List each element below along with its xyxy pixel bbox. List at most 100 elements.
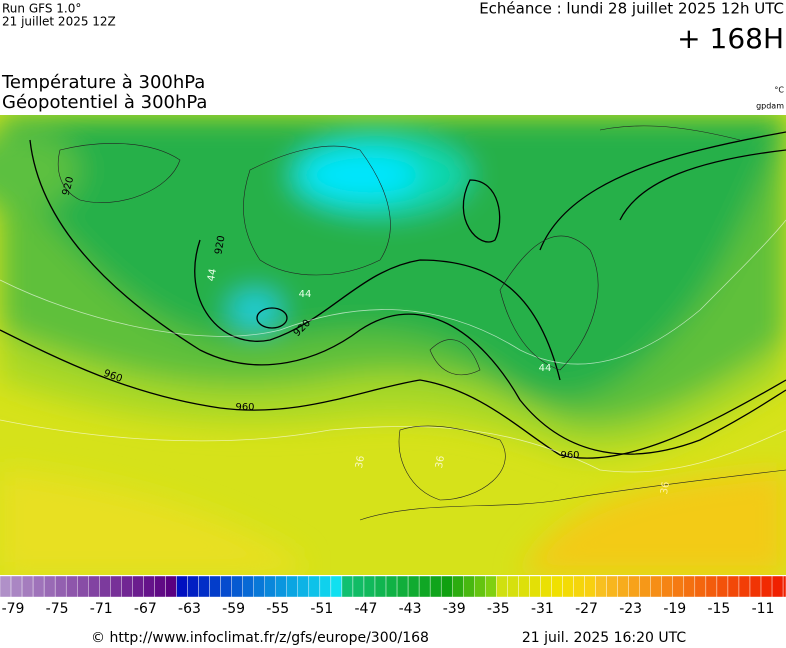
color-swatch [286, 575, 298, 598]
color-swatch [132, 575, 144, 598]
colorbar-tick-label: -27 [575, 601, 598, 617]
colorbar-tick-label: -39 [443, 601, 466, 617]
colorbar-tick-label: -23 [619, 601, 642, 617]
color-swatch [771, 575, 784, 598]
colorbar-tick-label: -67 [134, 601, 157, 617]
color-swatch [496, 575, 508, 598]
colorbar-tick-label: -59 [222, 601, 245, 617]
color-swatch [385, 575, 398, 598]
colorbar-tick-label: -71 [90, 601, 113, 617]
contour-label: 36 [659, 481, 672, 495]
colorbar-tick-label: -19 [663, 601, 686, 617]
color-swatch [264, 575, 276, 598]
color-swatch [65, 575, 78, 598]
colorbar-tick-label: -11 [752, 601, 775, 617]
map: 920 920 920 960 960 960 44 44 44 36 36 3… [0, 115, 786, 575]
color-swatch [330, 575, 343, 598]
color-swatch [705, 575, 718, 598]
color-swatch [617, 575, 629, 598]
color-swatch [187, 575, 199, 598]
temperature-field [0, 115, 786, 575]
color-swatch [782, 575, 786, 598]
colorbar-tick-label: -43 [399, 601, 422, 617]
colorbar-tick-label: -31 [531, 601, 554, 617]
contour-label: 44 [299, 289, 312, 300]
contour-label: 920 [61, 175, 77, 196]
color-swatch [628, 575, 640, 598]
colorbar-tick-label: -15 [707, 601, 730, 617]
color-swatch [242, 575, 254, 598]
color-swatch [21, 575, 34, 598]
contour-label: 44 [539, 363, 552, 374]
color-swatch [374, 575, 387, 598]
color-swatch [176, 575, 188, 598]
map-subtitle: Géopotentiel à 300hPa [2, 92, 207, 113]
unit-label: gpdam [756, 102, 784, 111]
color-swatch [661, 575, 673, 598]
color-swatch [749, 575, 762, 598]
lead-time: + 168H [677, 22, 784, 55]
color-swatch [518, 575, 530, 598]
color-swatch [143, 575, 155, 598]
color-swatch [727, 575, 740, 598]
color-swatch [110, 575, 122, 598]
contour-label: 36 [434, 455, 447, 469]
color-swatch [573, 575, 585, 598]
color-swatch [463, 575, 475, 598]
color-swatch [440, 575, 453, 598]
color-swatch [595, 575, 607, 598]
color-swatch [363, 575, 376, 598]
color-swatch [429, 575, 442, 598]
color-swatch [231, 575, 243, 598]
color-swatch [551, 575, 563, 598]
color-swatch [584, 575, 596, 598]
color-swatch [452, 575, 464, 598]
color-swatch [694, 575, 707, 598]
color-swatch [396, 575, 409, 598]
color-swatch [99, 575, 111, 598]
color-swatch [507, 575, 519, 598]
color-swatch [209, 575, 221, 598]
color-swatch [650, 575, 662, 598]
color-swatch [77, 575, 89, 598]
color-swatch [418, 575, 431, 598]
valid-time: Echéance : lundi 28 juillet 2025 12h UTC [479, 0, 784, 18]
run-label: Run GFS 1.0° [2, 2, 81, 16]
color-swatch [352, 575, 365, 598]
color-swatch [54, 575, 67, 598]
color-swatch [10, 575, 23, 598]
color-swatch [738, 575, 751, 598]
color-swatch [606, 575, 618, 598]
color-swatch [165, 575, 177, 598]
source-url: © http://www.infoclimat.fr/z/gfs/europe/… [91, 630, 429, 646]
color-swatch [198, 575, 210, 598]
color-swatch [474, 575, 486, 598]
contour-label: 960 [235, 402, 254, 413]
colorbar-tick-label: -75 [46, 601, 69, 617]
contour-label: 44 [206, 268, 219, 282]
color-swatch [154, 575, 166, 598]
timestamp: 21 juil. 2025 16:20 UTC [522, 630, 687, 646]
color-swatch [0, 575, 12, 598]
coastlines [57, 125, 786, 521]
color-swatch [297, 575, 310, 598]
color-swatch [760, 575, 773, 598]
color-swatch [716, 575, 729, 598]
colorbar: -79 -75 -71 -67 -63 -59 -55 -51 -47 -43 -39 -35 -31 -… [0, 575, 786, 617]
color-swatch [220, 575, 232, 598]
color-swatch [562, 575, 574, 598]
colorbar-tick-label: -35 [487, 601, 510, 617]
color-swatch [32, 575, 45, 598]
colorbar-tick-label: -63 [178, 601, 201, 617]
color-swatch [540, 575, 552, 598]
unit-label: °C [774, 86, 784, 95]
colorbar-tick-label: -51 [310, 601, 333, 617]
colorbar-tick-label: -47 [355, 601, 378, 617]
color-swatch [341, 575, 354, 598]
color-swatch [485, 575, 497, 598]
temperature-contours [0, 219, 786, 473]
color-swatch [319, 575, 332, 598]
color-swatch [407, 575, 420, 598]
